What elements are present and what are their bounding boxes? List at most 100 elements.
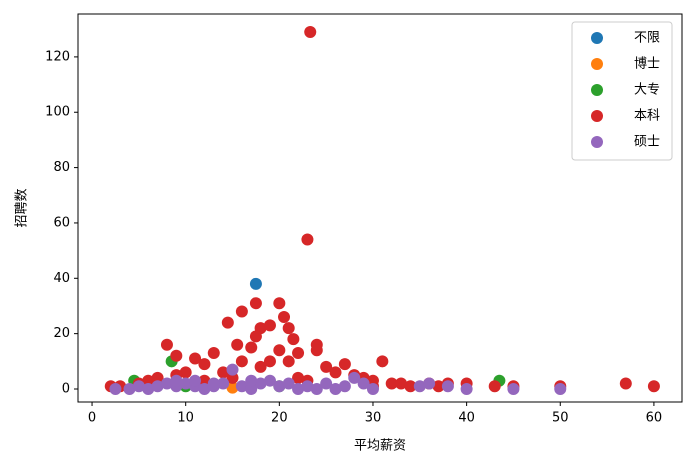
point bbox=[320, 360, 333, 373]
point bbox=[226, 381, 239, 394]
point bbox=[287, 333, 300, 346]
point bbox=[282, 377, 295, 390]
legend-label: 本科 bbox=[634, 109, 660, 124]
point bbox=[254, 360, 267, 373]
point bbox=[170, 349, 183, 362]
point bbox=[235, 305, 248, 318]
point bbox=[221, 316, 234, 329]
point bbox=[404, 380, 417, 393]
x-tick-label: 20 bbox=[271, 411, 288, 426]
point bbox=[235, 380, 248, 393]
point bbox=[647, 380, 660, 393]
point bbox=[423, 377, 436, 390]
point bbox=[198, 382, 211, 395]
y-tick-label: 80 bbox=[53, 160, 70, 175]
point bbox=[385, 377, 398, 390]
legend-label: 硕士 bbox=[634, 135, 660, 150]
point bbox=[179, 377, 192, 390]
point bbox=[329, 382, 342, 395]
point bbox=[245, 341, 258, 354]
point bbox=[226, 371, 239, 384]
legend-box bbox=[571, 21, 673, 161]
point bbox=[254, 377, 267, 390]
x-tick-label: 60 bbox=[646, 411, 663, 426]
x-tick-label: 40 bbox=[458, 411, 475, 426]
point bbox=[366, 382, 379, 395]
point bbox=[189, 352, 202, 365]
point bbox=[282, 322, 295, 335]
point bbox=[292, 347, 305, 360]
point bbox=[273, 344, 286, 357]
point bbox=[226, 363, 239, 376]
x-tick-label: 50 bbox=[552, 411, 569, 426]
point bbox=[198, 374, 211, 387]
point bbox=[292, 382, 305, 395]
point bbox=[249, 277, 262, 290]
point bbox=[357, 377, 370, 390]
point bbox=[301, 233, 314, 246]
point bbox=[301, 380, 314, 393]
point bbox=[207, 377, 220, 390]
point bbox=[245, 382, 258, 395]
point bbox=[263, 374, 276, 387]
legend-marker bbox=[591, 84, 603, 96]
y-tick-label: 0 bbox=[62, 381, 70, 396]
point bbox=[507, 382, 520, 395]
point bbox=[413, 380, 426, 393]
y-tick-label: 60 bbox=[53, 215, 70, 230]
point bbox=[142, 374, 155, 387]
point bbox=[189, 374, 202, 387]
point bbox=[488, 380, 501, 393]
point bbox=[273, 297, 286, 310]
point bbox=[249, 330, 262, 343]
point bbox=[304, 25, 317, 38]
point bbox=[217, 366, 230, 379]
point bbox=[282, 355, 295, 368]
y-tick-label: 40 bbox=[53, 271, 70, 286]
x-tick-label: 0 bbox=[88, 411, 96, 426]
point bbox=[151, 380, 164, 393]
point bbox=[460, 382, 473, 395]
point bbox=[151, 371, 164, 384]
point bbox=[273, 380, 286, 393]
legend-marker bbox=[591, 32, 603, 44]
point bbox=[217, 377, 230, 390]
point bbox=[395, 377, 408, 390]
point bbox=[160, 377, 173, 390]
x-tick-label: 10 bbox=[177, 411, 194, 426]
point bbox=[278, 311, 291, 324]
point bbox=[249, 297, 262, 310]
point bbox=[554, 382, 567, 395]
point bbox=[109, 382, 122, 395]
point bbox=[207, 347, 220, 360]
point bbox=[235, 355, 248, 368]
legend-label: 大专 bbox=[634, 83, 660, 98]
point bbox=[179, 366, 192, 379]
legend-label: 博士 bbox=[634, 57, 660, 72]
point bbox=[263, 319, 276, 332]
point bbox=[376, 355, 389, 368]
point bbox=[170, 374, 183, 387]
point bbox=[123, 382, 136, 395]
legend-label: 不限 bbox=[634, 31, 660, 46]
point bbox=[245, 374, 258, 387]
point bbox=[320, 377, 333, 390]
point bbox=[231, 338, 244, 351]
point bbox=[160, 338, 173, 351]
x-axis-label: 平均薪资 bbox=[354, 439, 406, 454]
legend-marker bbox=[591, 58, 603, 70]
point bbox=[348, 371, 361, 384]
legend-marker bbox=[591, 110, 603, 122]
point bbox=[132, 380, 145, 393]
y-tick-label: 20 bbox=[53, 326, 70, 341]
point bbox=[619, 377, 632, 390]
point bbox=[432, 380, 445, 393]
point bbox=[310, 382, 323, 395]
x-tick-label: 30 bbox=[365, 411, 382, 426]
point bbox=[329, 366, 342, 379]
point bbox=[142, 382, 155, 395]
legend-marker bbox=[591, 136, 603, 148]
point bbox=[338, 380, 351, 393]
point bbox=[198, 358, 211, 371]
